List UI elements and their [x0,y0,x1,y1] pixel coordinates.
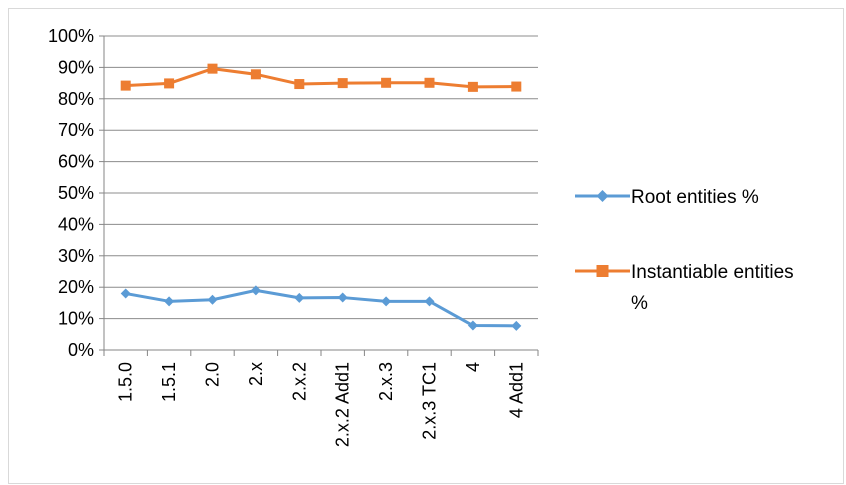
legend-label-line: Instantiable entities [631,262,794,283]
axes [99,35,539,356]
data-point-square [337,78,348,89]
y-tick-label: 40% [58,214,94,234]
y-tick-label: 70% [58,120,94,140]
data-point-diamond [424,296,435,307]
data-point-diamond [164,296,175,307]
x-tick-label: 2.x [246,362,266,386]
legend-label-1: Root entities % [631,187,759,208]
series-line-2 [125,67,517,89]
legend-label-2: Instantiable entities% [631,262,794,314]
legend-marker-square [596,265,609,277]
y-tick-label: 10% [58,309,94,329]
legend-label-line: % [631,293,648,314]
y-tick-label: 50% [58,183,94,203]
data-point-square [164,78,175,89]
y-tick-label: 30% [58,246,94,266]
legend: Root entities % Instantiable entities% [575,187,794,314]
x-tick-label: 1.5.0 [116,362,136,402]
y-tick-labels: 0% 10% 20% 30% 40% 50% 60% 70% 80% 90% 100% [48,26,94,360]
data-point-square [511,81,522,92]
data-point-square [467,81,478,92]
y-tick-label: 90% [58,57,94,77]
y-tick-label: 20% [58,277,94,297]
legend-marker-diamond [596,190,609,202]
data-point-diamond [381,296,392,307]
legend-label-line: Root entities % [631,187,759,208]
data-point-diamond [511,320,522,331]
x-tick-labels: 1.5.0 1.5.1 2.0 2.x 2.x.2 2.x.2 Add1 2.x.3 2.x.… [116,362,527,447]
data-point-diamond [120,288,131,299]
y-tick-label: 60% [58,152,94,172]
data-point-square [424,77,435,88]
data-point-square [250,69,261,80]
data-point-square [207,63,218,74]
x-tick-label: 4 [463,362,483,372]
data-point-square [120,80,131,91]
data-point-diamond [250,285,261,296]
gridlines [104,35,538,320]
x-tick-label: 1.5.1 [159,362,179,402]
data-point-diamond [337,292,348,303]
x-tick-label: 2.x.2 Add1 [333,362,353,447]
data-point-diamond [467,320,478,331]
x-tick-label: 4 Add1 [506,362,526,418]
x-tick-label: 2.x.3 TC1 [420,362,440,440]
series-line-1 [125,288,517,328]
data-point-diamond [207,294,218,305]
y-tick-label: 100% [48,26,94,46]
data-point-square [294,79,305,90]
data-point-diamond [294,292,305,303]
y-tick-label: 80% [58,89,94,109]
x-tick-label: 2.0 [203,362,223,387]
y-tick-label: 0% [68,340,94,360]
data-point-square [381,77,392,88]
x-tick-label: 2.x.2 [289,362,309,401]
series-lines [120,63,522,331]
x-tick-label: 2.x.3 [376,362,396,401]
